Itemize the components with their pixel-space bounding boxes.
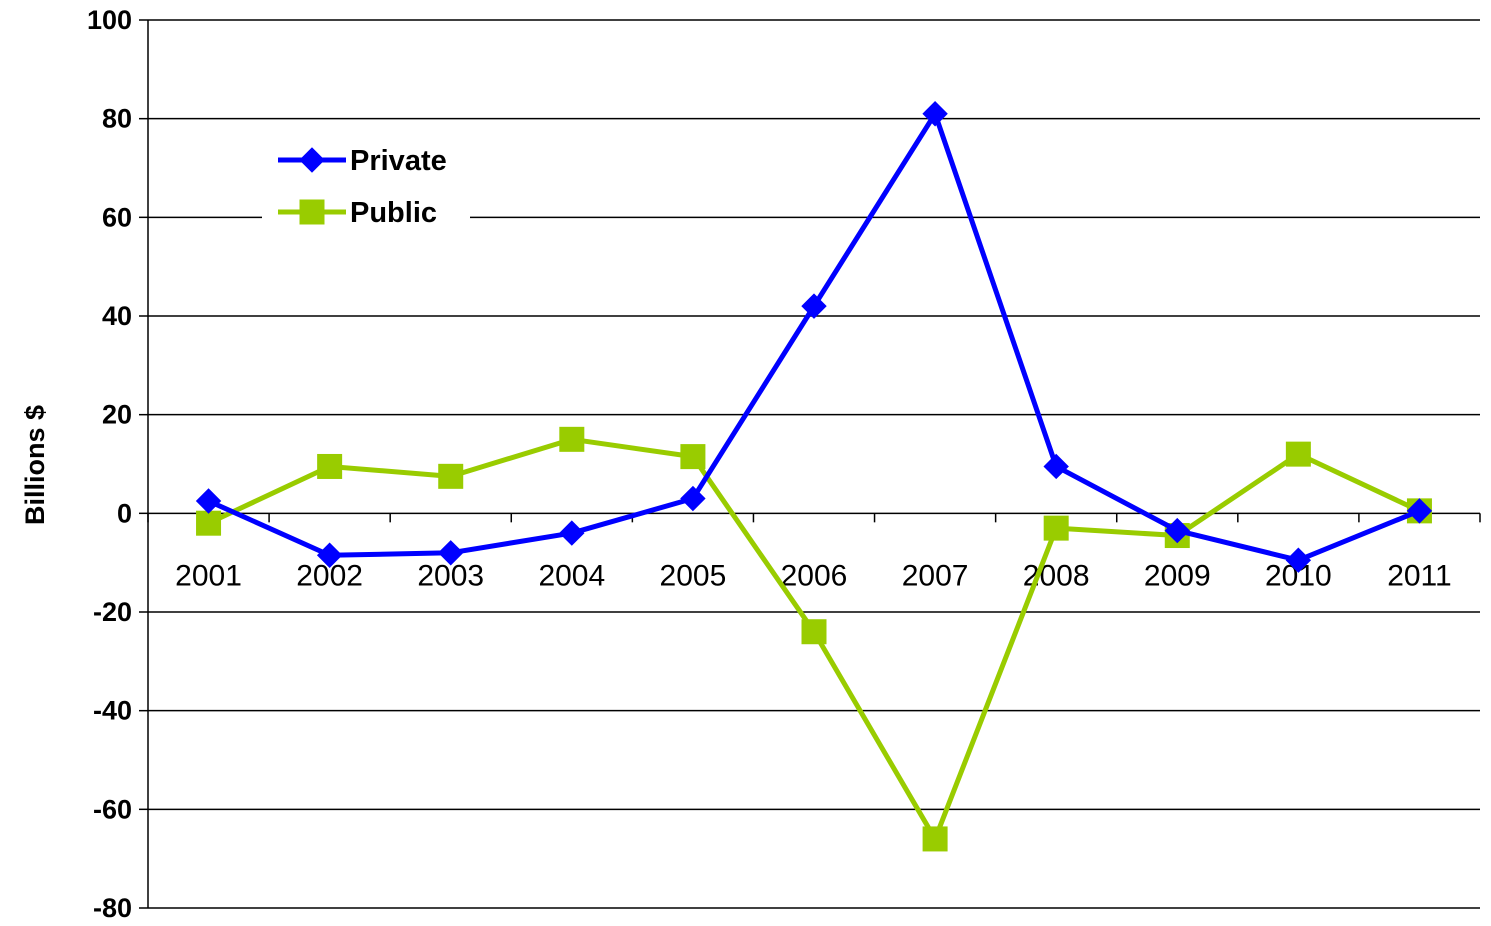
y-tick-label: -60: [93, 794, 132, 824]
data-point-private: [922, 101, 948, 127]
data-point-public: [196, 510, 222, 536]
x-tick-label: 2004: [538, 559, 605, 592]
data-point-private: [680, 485, 706, 512]
x-tick-label: 2009: [1144, 559, 1211, 592]
y-tick-label: 100: [87, 5, 132, 35]
y-tick-label: -40: [93, 696, 132, 726]
series-group: [195, 101, 1433, 852]
data-point-private: [1406, 498, 1433, 524]
y-axis-label: Billions $: [20, 405, 50, 525]
series-public: [196, 426, 1432, 852]
legend: Private Public: [262, 136, 470, 238]
data-point-public: [922, 826, 948, 852]
y-tick-label: -20: [93, 597, 132, 627]
legend-item-public: Public: [278, 197, 437, 229]
legend-marker: [299, 199, 325, 225]
x-tick-label: 2005: [660, 559, 727, 592]
axes: [139, 19, 1481, 909]
y-tick-label: 80: [102, 104, 132, 134]
legend-marker: [299, 147, 325, 173]
data-point-private: [316, 542, 343, 568]
y-tick-label: 40: [102, 301, 132, 331]
data-point-private: [1285, 547, 1312, 573]
data-point-public: [1285, 441, 1311, 467]
x-tick-label: 2006: [781, 559, 848, 592]
x-tick-label: 2011: [1387, 559, 1452, 592]
data-point-public: [680, 444, 706, 470]
legend-label: Public: [350, 197, 437, 229]
legend-background: [262, 136, 470, 238]
data-point-private: [1043, 453, 1069, 480]
data-point-public: [801, 619, 827, 645]
data-point-private: [801, 293, 827, 319]
data-point-private: [195, 488, 222, 514]
data-point-public: [559, 426, 585, 452]
y-tick-label: 0: [117, 498, 132, 528]
x-tick-labels: 2001 2002 2003 2004 2005 2006 2007 2008 2009 2010…: [175, 559, 1452, 592]
data-point-public: [438, 463, 464, 489]
x-tick-label: 2001: [175, 559, 242, 592]
data-point-public: [317, 453, 343, 479]
y-tick-label: 20: [102, 400, 132, 430]
data-point-private: [559, 520, 585, 546]
data-point-private: [1164, 517, 1190, 544]
legend-label: Private: [350, 145, 447, 177]
y-tick-labels: 100 80 60 40 20 0 -20 -40 -60 -80: [87, 5, 132, 923]
series-private: [195, 101, 1433, 573]
y-tick-label: 60: [102, 202, 132, 232]
y-tick-label: -80: [93, 893, 132, 923]
x-tick-label: 2007: [902, 559, 969, 592]
data-point-public: [1043, 515, 1069, 541]
data-point-private: [438, 540, 464, 566]
legend-item-private: Private: [278, 145, 447, 177]
